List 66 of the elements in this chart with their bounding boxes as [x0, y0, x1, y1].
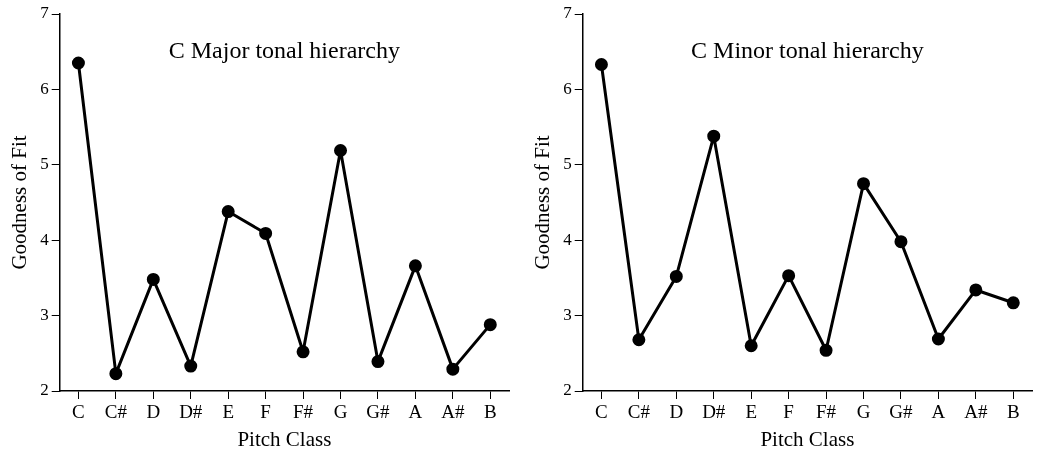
point — [931, 332, 945, 346]
x-axis-title: Pitch Class — [760, 426, 855, 451]
text: C Major tonal hierarchy — [168, 37, 400, 64]
point — [483, 318, 497, 332]
point — [782, 269, 796, 283]
point — [1006, 296, 1020, 310]
x-tick-label: F — [260, 401, 271, 423]
x-tick-label: A — [931, 401, 946, 423]
x-tick-label: B — [483, 401, 497, 423]
y-axis-title: Goodness of Fit — [7, 135, 32, 270]
y-tick-label: 6 — [40, 78, 49, 98]
x-tick-label: C — [72, 401, 85, 423]
point — [408, 259, 422, 273]
x-tick-label: G# — [366, 401, 391, 423]
y-tick-label: 6 — [563, 78, 572, 98]
x-tick-label: E — [745, 401, 757, 423]
y-tick-label: 4 — [40, 229, 50, 249]
point — [146, 272, 160, 286]
point — [446, 362, 460, 376]
point — [857, 177, 871, 191]
y-tick-label: 4 — [563, 229, 573, 249]
x-tick-label: G — [333, 401, 348, 423]
x-tick-label: G — [856, 401, 871, 423]
x-tick-label: A# — [964, 401, 988, 423]
x-tick-label: C# — [627, 401, 651, 423]
point — [371, 355, 385, 369]
point — [707, 129, 721, 143]
point — [221, 205, 235, 219]
x-tick-label: A# — [441, 401, 465, 423]
y-tick-label: 2 — [563, 380, 572, 400]
x-tick-label: F# — [293, 401, 314, 423]
point — [632, 333, 646, 347]
x-tick-label: G# — [889, 401, 914, 423]
y-tick-label: 3 — [40, 305, 49, 325]
x-axis-title: Pitch Class — [237, 426, 332, 451]
point — [819, 343, 833, 357]
point — [334, 143, 348, 157]
y-tick-label: 2 — [40, 380, 49, 400]
x-tick-label: B — [1006, 401, 1020, 423]
y-axis-title: Goodness of Fit — [530, 135, 555, 270]
x-tick-label: F# — [816, 401, 837, 423]
x-tick-label: D — [669, 401, 684, 423]
point — [296, 345, 310, 359]
x-tick-label: C# — [104, 401, 128, 423]
text: C Minor tonal hierarchy — [691, 37, 924, 64]
x-tick-label: F — [783, 401, 794, 423]
y-tick-label: 7 — [40, 3, 50, 23]
point — [744, 339, 758, 353]
point — [109, 367, 123, 381]
x-tick-label: D — [146, 401, 161, 423]
x-tick-label: C — [595, 401, 608, 423]
x-tick-label: D# — [702, 401, 726, 423]
point — [669, 269, 683, 283]
x-tick-label: E — [222, 401, 234, 423]
point — [594, 58, 608, 72]
y-tick-label: 5 — [563, 154, 572, 174]
point — [259, 226, 273, 240]
y-tick-label: 5 — [40, 154, 49, 174]
point — [71, 56, 85, 70]
x-tick-label: A — [408, 401, 423, 423]
point — [184, 359, 198, 373]
x-tick-label: D# — [179, 401, 203, 423]
point — [894, 235, 908, 249]
y-tick-label: 7 — [563, 3, 573, 23]
y-tick-label: 3 — [563, 305, 572, 325]
point — [969, 283, 983, 297]
